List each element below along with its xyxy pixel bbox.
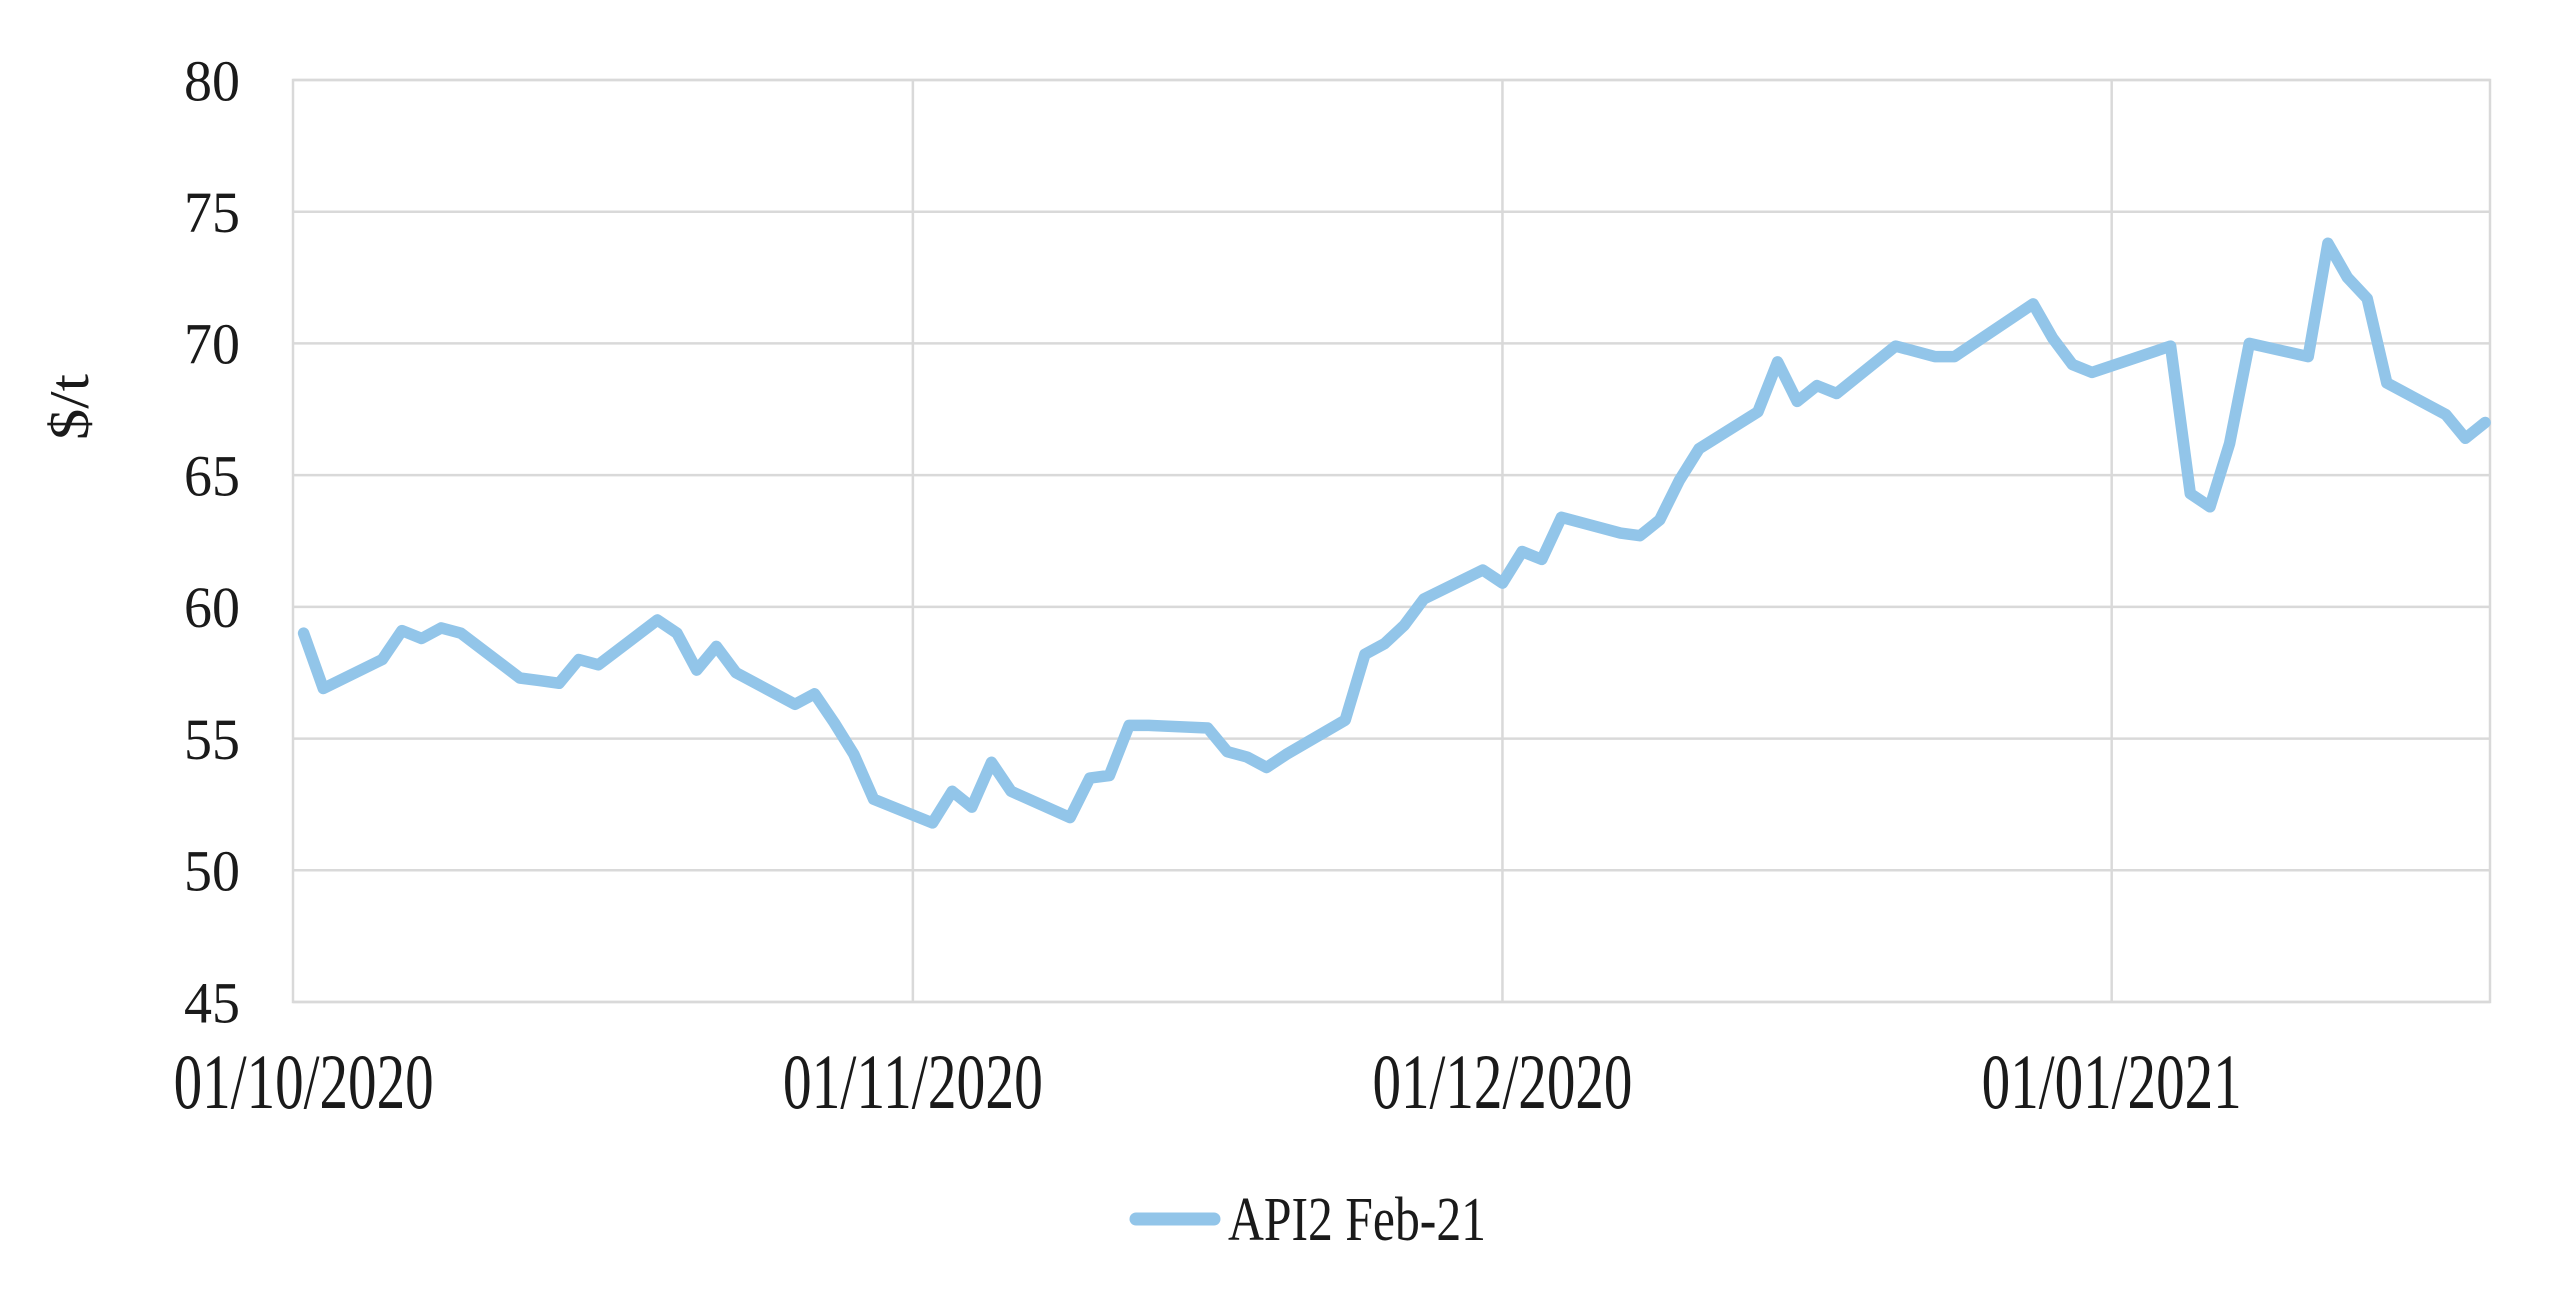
y-axis-tick-label: 65 xyxy=(184,443,240,508)
legend-label: API2 Feb-21 xyxy=(1228,1186,1486,1254)
plot-area-border xyxy=(291,78,2492,1004)
y-axis-tick-label: 55 xyxy=(184,707,240,772)
y-axis-title: $/t xyxy=(39,374,101,440)
y-axis-tick-label: 50 xyxy=(184,839,240,904)
x-axis-tick-label: 01/10/2020 xyxy=(174,1038,434,1125)
y-axis-tick-label: 80 xyxy=(184,48,240,113)
x-axis-tick-label: 01/11/2020 xyxy=(783,1038,1043,1125)
y-axis-tick-label: 75 xyxy=(184,180,240,245)
y-axis-tick-label: 45 xyxy=(184,970,240,1035)
series-line-api2-feb21 xyxy=(297,237,2491,829)
y-axis-tick-label: 60 xyxy=(184,575,240,640)
x-axis-tick-label: 01/01/2021 xyxy=(1982,1038,2242,1125)
y-axis-tick-label: 70 xyxy=(184,312,240,377)
x-axis-tick-label: 01/12/2020 xyxy=(1372,1038,1632,1125)
